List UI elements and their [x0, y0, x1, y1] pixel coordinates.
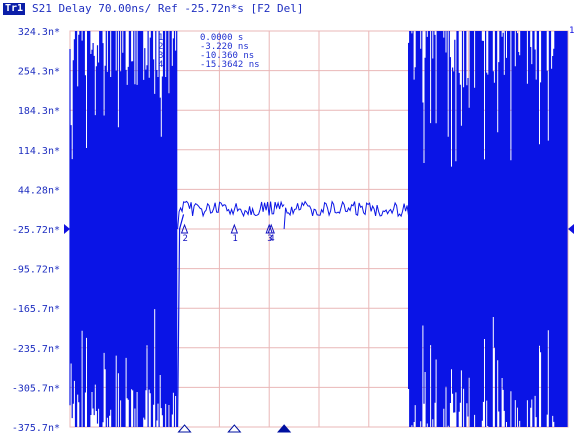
y-tick-label: -95.72n*	[12, 265, 60, 276]
y-tick-label: 184.3n*	[18, 106, 60, 117]
y-tick-label: -305.7n*	[12, 383, 60, 394]
trace-steady-region	[177, 200, 285, 230]
bottom-marker-triangle[interactable]	[277, 424, 292, 433]
marker-symbol[interactable]	[267, 223, 275, 234]
y-tick-label: 114.3n*	[18, 146, 60, 157]
y-tick-label: 324.3n*	[18, 27, 60, 38]
bottom-marker-triangle[interactable]	[227, 424, 242, 433]
marker-symbol[interactable]	[230, 223, 239, 234]
marker-table-value: -10.360 ns	[200, 51, 254, 61]
marker-table-value: -15.3642 ns	[200, 60, 260, 70]
y-tick-label: 254.3n*	[18, 67, 60, 78]
marker-table-value: -3.220 ns	[200, 42, 249, 52]
y-tick-label: -165.7n*	[12, 304, 60, 315]
marker-label: 3	[267, 234, 272, 244]
trace-badge[interactable]: Tr1	[3, 3, 26, 15]
y-tick-label: -25.72n*	[12, 225, 60, 236]
marker-table-id: 3	[158, 51, 163, 61]
marker-label: 1	[232, 234, 237, 244]
marker-table-value: 0.0000 s	[200, 33, 243, 43]
trace-header: Tr1 S21 Delay 70.00ns/ Ref -25.72n*s [F2…	[0, 0, 576, 18]
marker-table-id: 2	[158, 42, 163, 52]
trace-title: S21 Delay 70.00ns/ Ref -25.72n*s [F2 Del…	[32, 2, 304, 15]
trace-edge	[176, 214, 185, 428]
bottom-marker-triangle[interactable]	[177, 424, 192, 433]
y-tick-label: 44.28n*	[18, 185, 60, 196]
ref-right-label: 1	[569, 26, 574, 36]
marker-symbol[interactable]	[180, 223, 189, 234]
marker-table-id: 1	[158, 33, 163, 43]
marker-label: 4	[269, 234, 274, 244]
trace-noise-region	[69, 31, 178, 427]
marker-table-id: 4	[158, 60, 163, 70]
trace-noise-region	[408, 31, 568, 427]
ref-arrow-left	[64, 224, 70, 234]
trace-steady-region	[283, 200, 410, 230]
marker-label: 2	[183, 234, 188, 244]
y-tick-label: -375.7n*	[12, 423, 60, 434]
y-tick-label: -235.7n*	[12, 344, 60, 355]
ref-arrow-right	[568, 224, 574, 234]
